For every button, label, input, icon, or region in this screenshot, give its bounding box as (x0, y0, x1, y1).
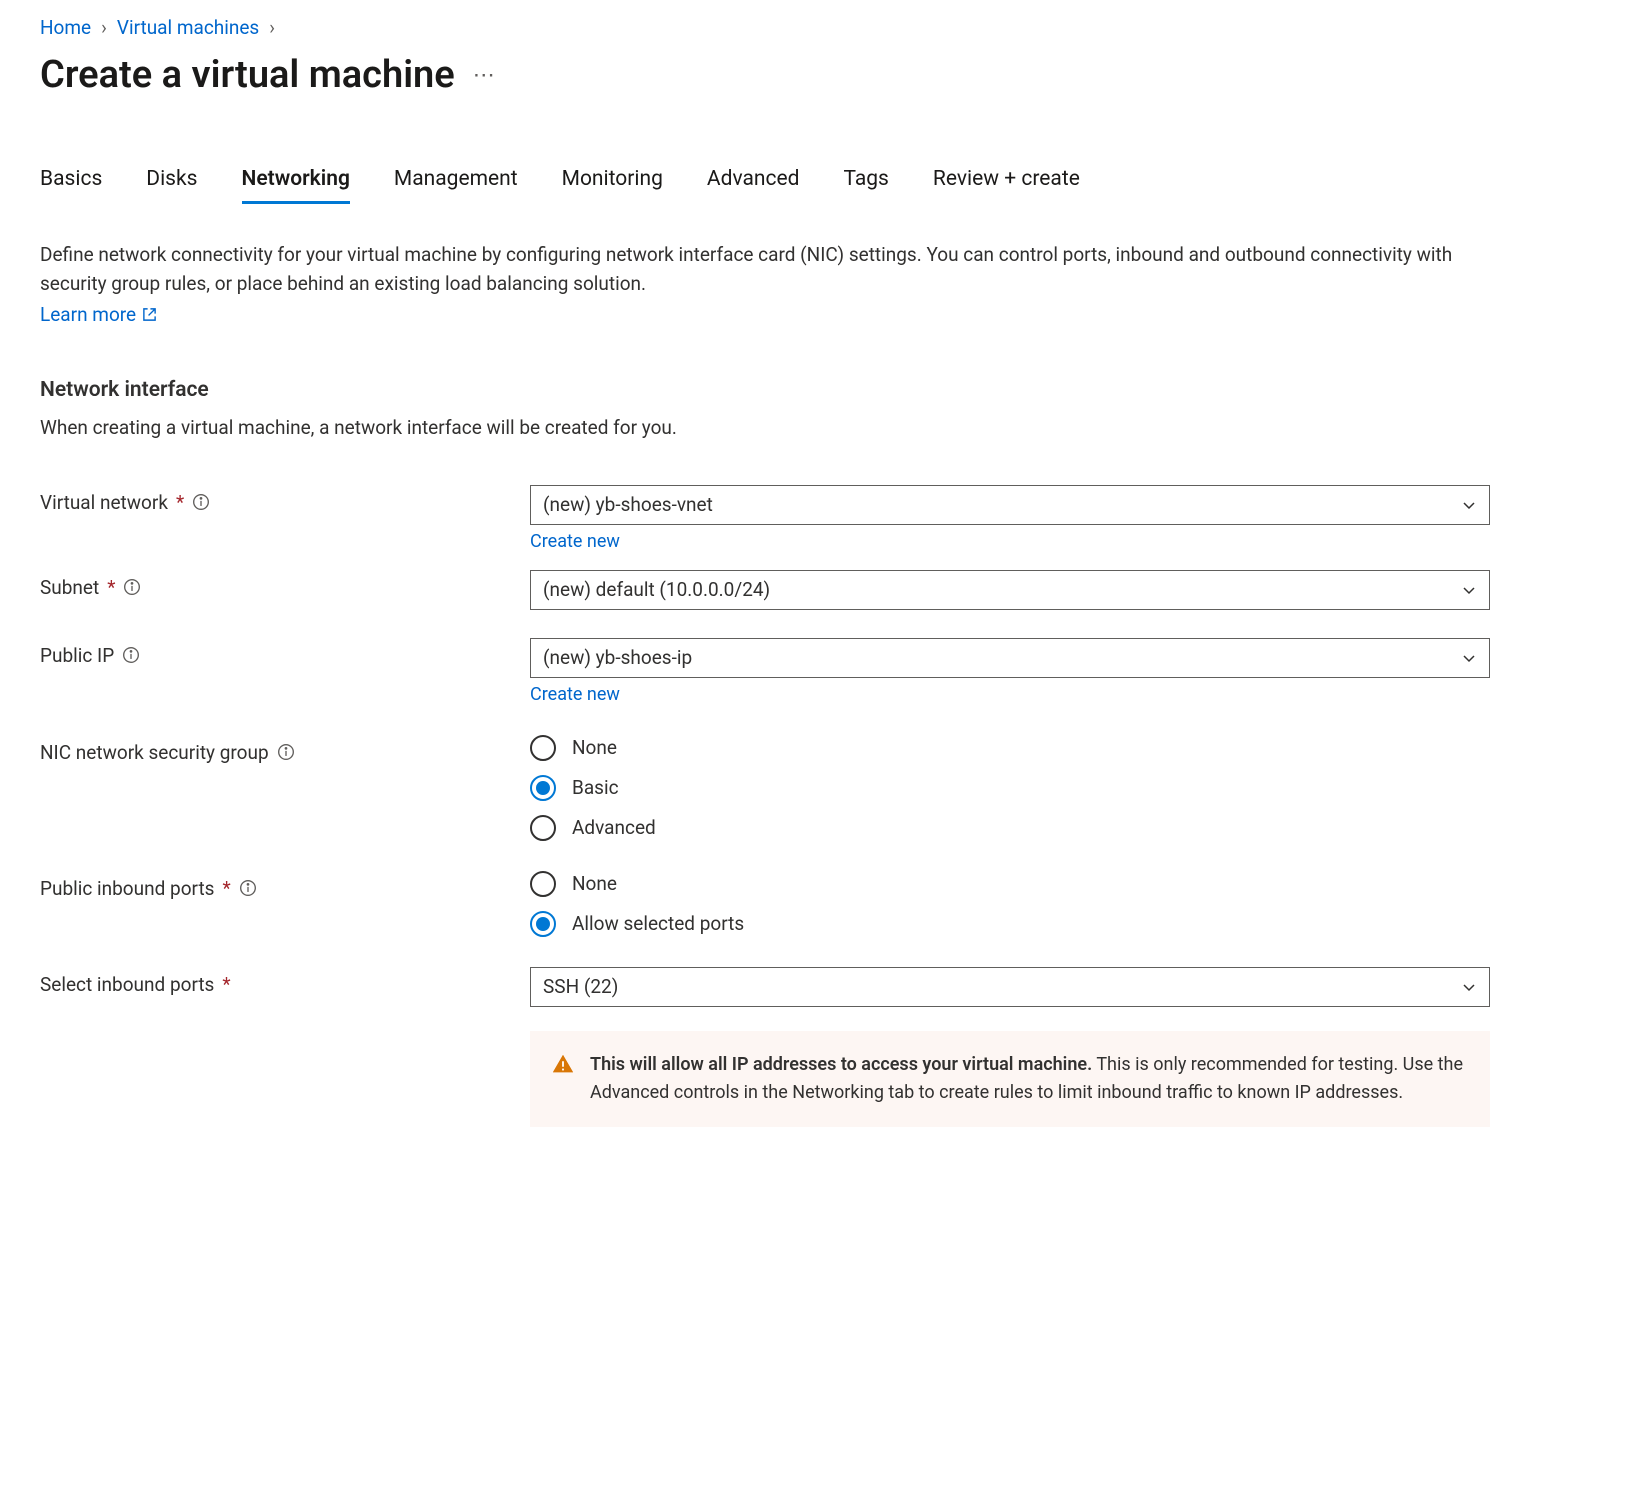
tab-networking[interactable]: Networking (242, 167, 350, 204)
page-title: Create a virtual machine (40, 53, 455, 97)
radio-icon (530, 775, 556, 801)
required-indicator: * (222, 973, 230, 996)
dropdown-virtual-network[interactable]: (new) yb-shoes-vnet (530, 485, 1490, 525)
dropdown-value: (new) default (10.0.0.0/24) (543, 578, 770, 601)
info-icon[interactable] (122, 646, 140, 664)
tab-advanced[interactable]: Advanced (707, 167, 800, 204)
label-select-ports: Select inbound ports * (40, 967, 530, 996)
info-icon[interactable] (192, 493, 210, 511)
label-text: Public IP (40, 644, 114, 667)
form-row-subnet: Subnet * (new) default (10.0.0.0/24) (40, 570, 1604, 610)
required-indicator: * (176, 491, 184, 514)
label-text: Select inbound ports (40, 973, 214, 996)
radio-label: None (572, 736, 617, 759)
radio-nsg-advanced[interactable]: Advanced (530, 815, 1490, 841)
section-heading-network-interface: Network interface (40, 378, 1604, 402)
label-inbound-ports: Public inbound ports * (40, 871, 530, 900)
breadcrumb-virtual-machines[interactable]: Virtual machines (117, 16, 259, 39)
radio-group-inbound-ports: None Allow selected ports (530, 871, 1490, 937)
form-row-nsg: NIC network security group None Basic Ad… (40, 735, 1604, 841)
radio-nsg-none[interactable]: None (530, 735, 1490, 761)
tab-management[interactable]: Management (394, 167, 518, 204)
radio-group-nsg: None Basic Advanced (530, 735, 1490, 841)
label-virtual-network: Virtual network * (40, 485, 530, 514)
label-text: Virtual network (40, 491, 168, 514)
tab-monitoring[interactable]: Monitoring (562, 167, 663, 204)
warning-text: This will allow all IP addresses to acce… (590, 1051, 1468, 1107)
create-new-public-ip-link[interactable]: Create new (530, 684, 620, 705)
radio-label: Advanced (572, 816, 656, 839)
dropdown-subnet[interactable]: (new) default (10.0.0.0/24) (530, 570, 1490, 610)
radio-label: Basic (572, 776, 619, 799)
learn-more-label: Learn more (40, 303, 136, 326)
tab-tags[interactable]: Tags (843, 167, 888, 204)
page-title-row: Create a virtual machine ⋯ (40, 53, 1604, 97)
learn-more-link[interactable]: Learn more (40, 303, 157, 326)
more-icon[interactable]: ⋯ (473, 63, 497, 88)
radio-icon (530, 871, 556, 897)
info-icon[interactable] (123, 578, 141, 596)
tabs: Basics Disks Networking Management Monit… (40, 167, 1604, 204)
required-indicator: * (222, 877, 230, 900)
form-row-inbound-ports: Public inbound ports * None Allow select… (40, 871, 1604, 937)
radio-label: None (572, 872, 617, 895)
label-text: Public inbound ports (40, 877, 214, 900)
info-icon[interactable] (239, 879, 257, 897)
breadcrumb-home[interactable]: Home (40, 16, 91, 39)
dropdown-value: SSH (22) (543, 975, 618, 998)
dropdown-public-ip[interactable]: (new) yb-shoes-ip (530, 638, 1490, 678)
label-public-ip: Public IP (40, 638, 530, 667)
tab-review-create[interactable]: Review + create (933, 167, 1080, 204)
chevron-down-icon (1461, 650, 1477, 666)
info-icon[interactable] (277, 743, 295, 761)
dropdown-value: (new) yb-shoes-vnet (543, 493, 713, 516)
warning-bold: This will allow all IP addresses to acce… (590, 1054, 1092, 1075)
radio-ports-none[interactable]: None (530, 871, 1490, 897)
label-nsg: NIC network security group (40, 735, 530, 764)
required-indicator: * (107, 576, 115, 599)
create-new-vnet-link[interactable]: Create new (530, 531, 620, 552)
networking-description: Define network connectivity for your vir… (40, 240, 1520, 299)
warning-box: This will allow all IP addresses to acce… (530, 1031, 1490, 1127)
label-text: NIC network security group (40, 741, 269, 764)
breadcrumb-separator: › (101, 16, 107, 39)
chevron-down-icon (1461, 582, 1477, 598)
warning-icon (552, 1053, 574, 1075)
dropdown-select-ports[interactable]: SSH (22) (530, 967, 1490, 1007)
radio-nsg-basic[interactable]: Basic (530, 775, 1490, 801)
radio-icon (530, 815, 556, 841)
external-link-icon (142, 307, 157, 322)
label-text: Subnet (40, 576, 99, 599)
tab-disks[interactable]: Disks (146, 167, 197, 204)
breadcrumb: Home › Virtual machines › (40, 16, 1604, 39)
radio-icon (530, 911, 556, 937)
form-row-virtual-network: Virtual network * (new) yb-shoes-vnet Cr… (40, 485, 1604, 552)
section-description: When creating a virtual machine, a netwo… (40, 416, 1604, 439)
tab-basics[interactable]: Basics (40, 167, 102, 204)
radio-ports-allow[interactable]: Allow selected ports (530, 911, 1490, 937)
form-row-public-ip: Public IP (new) yb-shoes-ip Create new (40, 638, 1604, 705)
chevron-down-icon (1461, 979, 1477, 995)
breadcrumb-separator: › (269, 16, 275, 39)
chevron-down-icon (1461, 497, 1477, 513)
radio-label: Allow selected ports (572, 912, 744, 935)
radio-icon (530, 735, 556, 761)
dropdown-value: (new) yb-shoes-ip (543, 646, 692, 669)
label-subnet: Subnet * (40, 570, 530, 599)
form-row-select-ports: Select inbound ports * SSH (22) This wil… (40, 967, 1604, 1127)
